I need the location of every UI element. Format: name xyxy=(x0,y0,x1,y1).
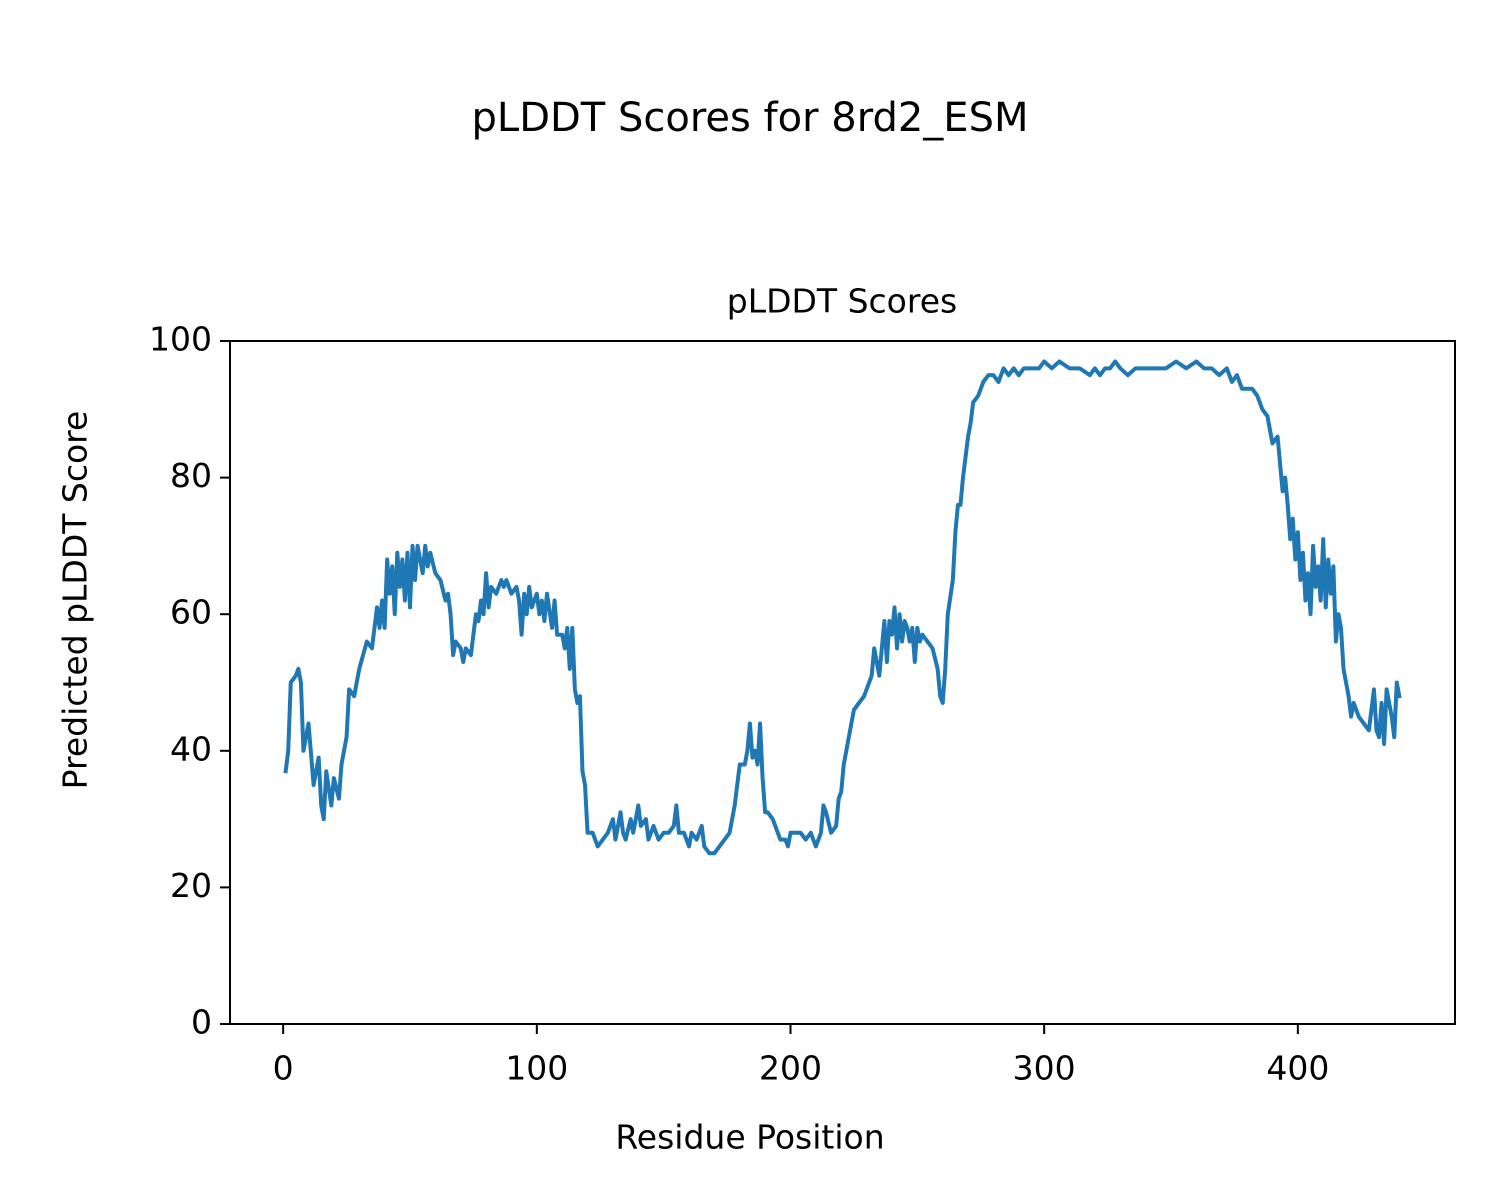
chart-title: pLDDT Scores for 8rd2_ESM xyxy=(472,95,1029,141)
x-tick-label: 400 xyxy=(1266,1049,1329,1088)
y-tick-label: 80 xyxy=(170,456,212,495)
plot-frame xyxy=(229,340,1456,1025)
y-tick-label: 100 xyxy=(149,320,212,359)
x-tick-label: 200 xyxy=(759,1049,822,1088)
y-axis-label: Predicted pLDDT Score xyxy=(56,411,95,790)
y-tick-label: 20 xyxy=(170,866,212,905)
y-tick-label: 0 xyxy=(191,1003,212,1042)
x-tick-label: 0 xyxy=(273,1049,294,1088)
y-tick-label: 40 xyxy=(170,729,212,768)
axes-title: pLDDT Scores xyxy=(727,282,957,321)
x-tick-label: 100 xyxy=(505,1049,568,1088)
line xyxy=(283,359,1402,856)
x-axis-label: Residue Position xyxy=(615,1118,884,1157)
y-tick-label: 60 xyxy=(170,593,212,632)
x-tick-label: 300 xyxy=(1013,1049,1076,1088)
